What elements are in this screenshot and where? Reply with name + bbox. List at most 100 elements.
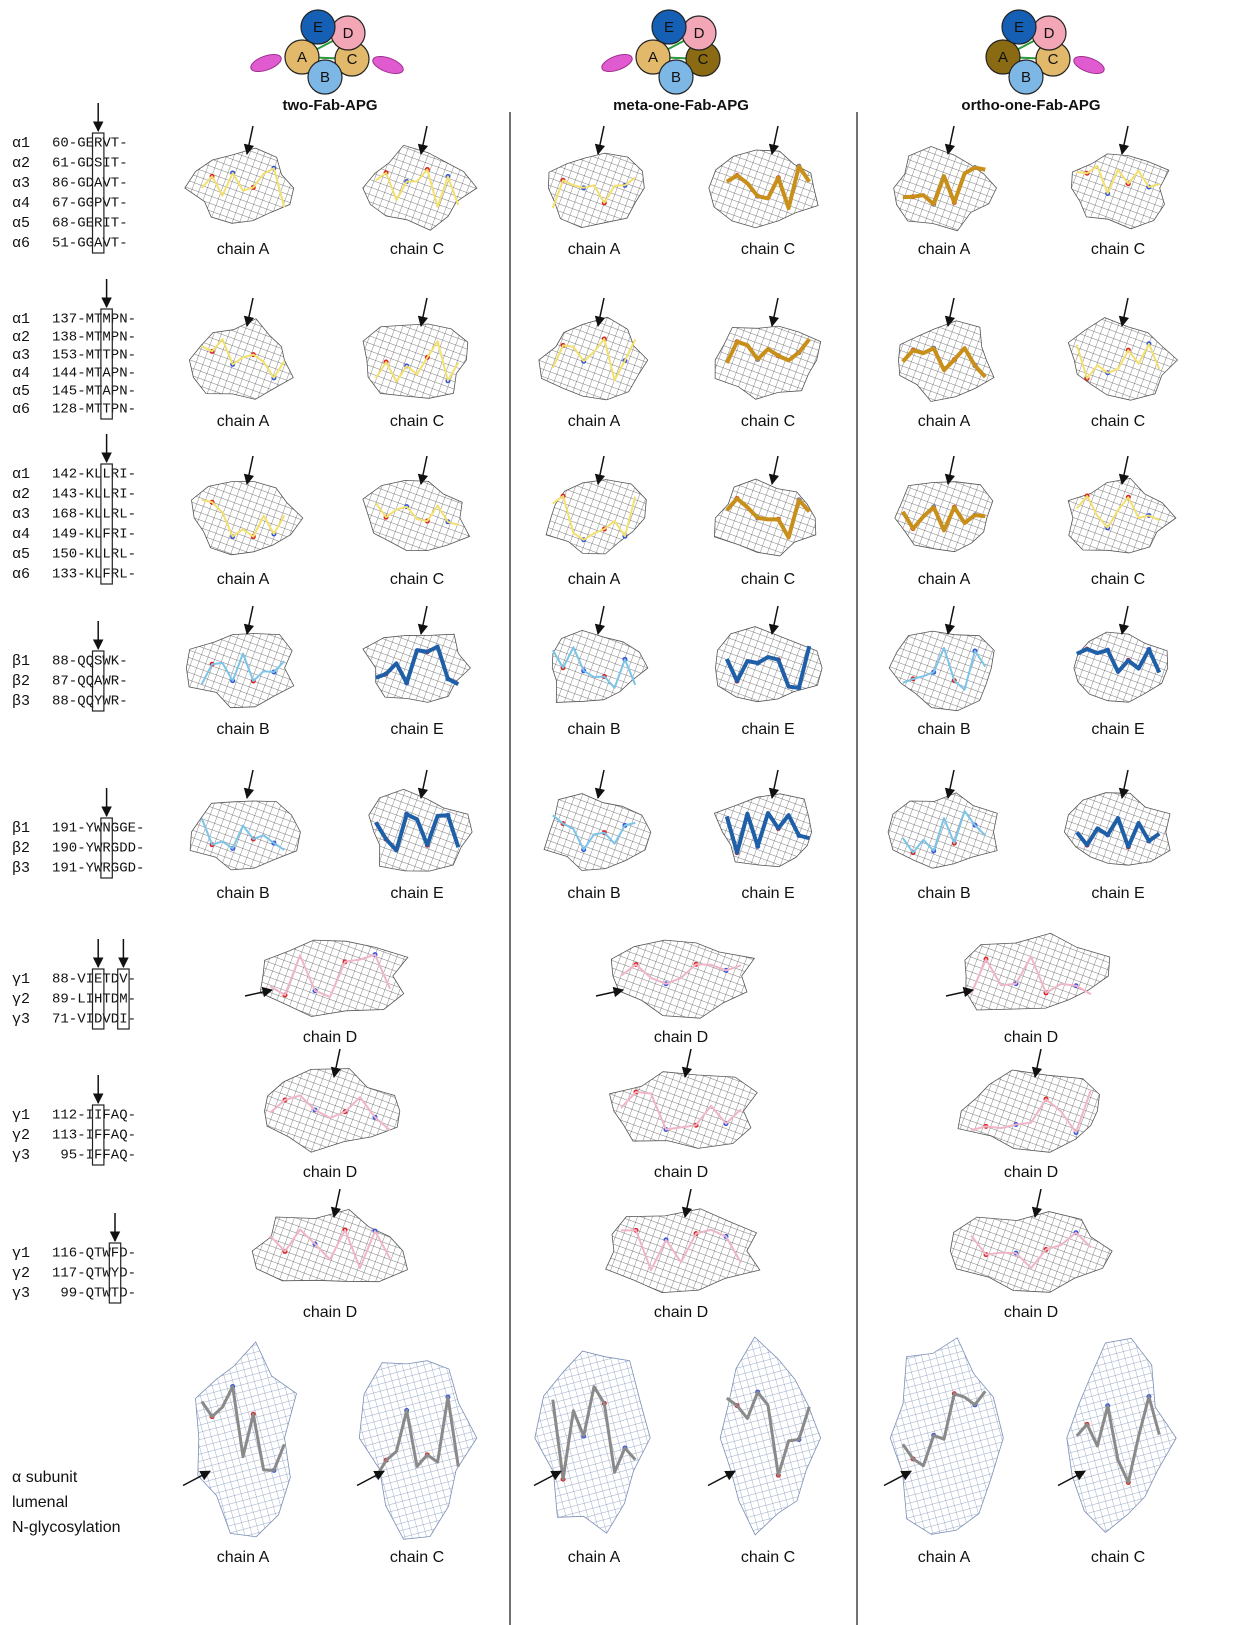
chain-label: chain C	[390, 1549, 444, 1566]
sequence: 88-QQYWR-	[52, 694, 128, 710]
chain-label: chain B	[567, 721, 620, 738]
mesh	[535, 1351, 650, 1533]
subunit-name: α5	[12, 383, 30, 400]
subunit-name: β2	[12, 840, 30, 857]
subunit-name: β1	[12, 653, 30, 670]
subunit-name: γ2	[12, 991, 30, 1008]
density-map	[895, 456, 993, 552]
arrow	[1122, 298, 1128, 326]
mesh	[363, 324, 468, 398]
density-map	[714, 770, 811, 867]
mesh	[958, 1070, 1100, 1152]
sequence: 87-QQAWR-	[52, 674, 128, 690]
density-map	[894, 126, 997, 231]
sequence: 88-VIETDV-	[52, 972, 136, 988]
subunit-name: α5	[12, 215, 30, 232]
fab	[1072, 53, 1107, 77]
subunit-name: α1	[12, 466, 30, 483]
chain-label: chain C	[390, 241, 444, 258]
chain-label: chain E	[1091, 721, 1144, 738]
density-map	[606, 1189, 760, 1293]
chain-label: chain E	[390, 721, 443, 738]
chain-label: chain D	[1004, 1164, 1058, 1181]
density-map	[1068, 298, 1177, 400]
chain-label: chain A	[568, 571, 621, 588]
density-map	[715, 298, 821, 399]
density-map	[889, 606, 994, 711]
arrow	[247, 456, 253, 484]
arrow	[598, 770, 604, 798]
chain-label: chain C	[1091, 413, 1145, 430]
glycosylation-label: α subunit	[12, 1469, 78, 1486]
sequence: 133-KLFRL-	[52, 567, 136, 583]
sequence: 191-YWNGGE-	[52, 821, 144, 837]
mesh	[899, 321, 995, 402]
density-map	[716, 606, 823, 702]
density-map	[958, 1049, 1100, 1152]
sequence: 117-QTWYD-	[52, 1266, 136, 1282]
fab	[249, 51, 284, 75]
chain-label: chain A	[217, 413, 270, 430]
sequence: 67-GGPVT-	[52, 196, 128, 212]
subunit-label: C	[347, 51, 358, 68]
chain-label: chain A	[568, 413, 621, 430]
sequence: 142-KLLRI-	[52, 467, 136, 483]
mesh	[1064, 793, 1170, 866]
arrow	[598, 126, 604, 154]
density-map	[950, 1189, 1112, 1292]
chain-label: chain D	[303, 1029, 357, 1046]
arrow	[1122, 126, 1128, 154]
sequence: 88-QQSWK-	[52, 654, 128, 670]
density-map	[1068, 456, 1176, 553]
chain-label: chain A	[918, 1549, 971, 1566]
subunit-name: α2	[12, 329, 30, 346]
subunit-name: α6	[12, 566, 30, 583]
mesh	[190, 801, 300, 870]
chain-label: chain A	[217, 571, 270, 588]
mesh	[720, 1337, 820, 1535]
chain-label: chain C	[1091, 1549, 1145, 1566]
mesh	[363, 480, 470, 550]
chain-label: chain D	[303, 1164, 357, 1181]
subunit-label: E	[313, 19, 323, 36]
chain-label: chain B	[917, 721, 970, 738]
density-map	[888, 770, 997, 868]
chain-label: chain D	[654, 1164, 708, 1181]
sequence: 51-GGAVT-	[52, 236, 128, 252]
density-map	[189, 298, 293, 399]
density-map	[596, 940, 754, 1018]
arrow	[421, 456, 427, 484]
subunit-name: α3	[12, 175, 30, 192]
density-map	[363, 606, 471, 702]
subunit-label: C	[698, 51, 709, 68]
subunit-name: γ3	[12, 1147, 30, 1164]
chain-label: chain C	[741, 571, 795, 588]
mesh	[715, 326, 821, 399]
chain-label: chain B	[216, 721, 269, 738]
density-map	[708, 1337, 821, 1535]
arrow	[772, 606, 778, 634]
chain-label: chain A	[568, 1549, 621, 1566]
arrow	[247, 606, 253, 634]
mesh	[890, 1338, 1003, 1535]
subunit-label: E	[664, 19, 674, 36]
subunit-name: α1	[12, 135, 30, 152]
subunit-label: A	[648, 49, 658, 66]
density-map	[265, 1049, 400, 1152]
subunit-label: C	[1048, 51, 1059, 68]
subunit-name: α4	[12, 195, 30, 212]
sequence: 191-YWRGGD-	[52, 861, 144, 877]
arrow	[247, 770, 253, 798]
sequence: 138-MTMPN-	[52, 330, 136, 346]
chain-label: chain A	[918, 571, 971, 588]
density-map	[1074, 606, 1168, 702]
mesh	[186, 634, 293, 708]
density-map	[1064, 770, 1170, 865]
arrow	[596, 990, 623, 996]
sequence: 145-MTAPN-	[52, 384, 136, 400]
chain-label: chain C	[1091, 571, 1145, 588]
mesh	[539, 317, 648, 400]
arrow	[1035, 1189, 1041, 1217]
subunit-label: B	[671, 69, 681, 86]
glycosylation-label: lumenal	[12, 1494, 68, 1511]
